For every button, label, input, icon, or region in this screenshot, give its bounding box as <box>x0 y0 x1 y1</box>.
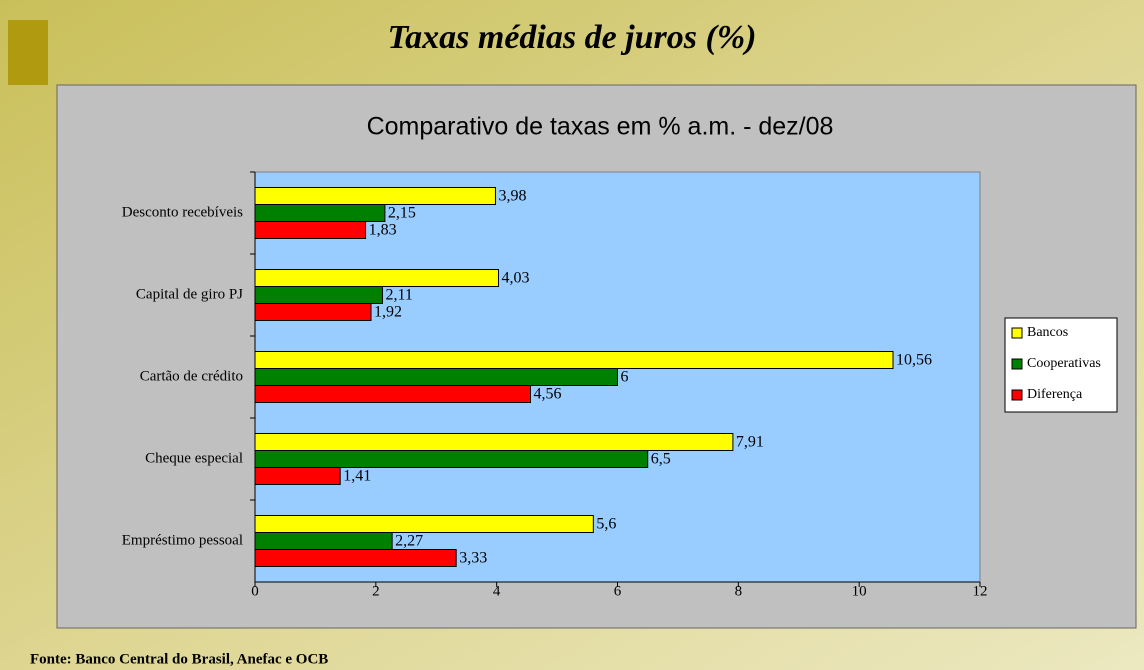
legend-label: Cooperativas <box>1027 356 1101 371</box>
legend-swatch <box>1011 358 1023 370</box>
data-label: 3,33 <box>459 550 487 567</box>
x-tick-label: 8 <box>735 583 743 599</box>
slide-title: Taxas médias de juros (%) <box>388 19 757 56</box>
bar <box>254 549 457 567</box>
source: Fonte: Banco Central do Brasil, Anefac e… <box>30 651 328 667</box>
x-tick-label: 10 <box>852 583 867 599</box>
bar <box>254 286 383 304</box>
legend-swatch <box>1011 389 1023 401</box>
bar <box>254 351 894 369</box>
y-tick-label: Empréstimo pessoal <box>122 532 243 548</box>
y-tick-label: Capital de giro PJ <box>136 286 243 302</box>
data-label: 3,98 <box>498 188 526 205</box>
y-tick-label: Cheque especial <box>145 450 243 466</box>
x-tick-label: 6 <box>614 583 622 599</box>
y-tick-label: Desconto recebíveis <box>122 204 243 220</box>
data-label: 6,5 <box>651 451 671 468</box>
data-label: 10,56 <box>896 352 932 369</box>
x-tick-label: 2 <box>372 583 380 599</box>
data-label: 5,6 <box>596 516 616 533</box>
data-label: 4,03 <box>501 270 529 287</box>
legend-label: Diferença <box>1027 387 1083 402</box>
bar <box>254 269 499 287</box>
x-tick-label: 0 <box>251 583 259 599</box>
bar <box>254 221 367 239</box>
legend-label: Bancos <box>1027 325 1068 340</box>
bar <box>254 515 594 533</box>
y-tick-label: Cartão de crédito <box>140 368 243 384</box>
legend <box>1004 317 1118 413</box>
data-label: 6 <box>621 369 629 386</box>
accent-square <box>8 20 48 85</box>
data-label: 1,41 <box>343 468 371 485</box>
data-label: 1,92 <box>374 304 402 321</box>
bar <box>254 433 734 451</box>
bar <box>254 187 496 205</box>
chart-title: Comparativo de taxas em % a.m. - dez/08 <box>367 113 834 141</box>
legend-swatch <box>1011 327 1023 339</box>
data-label: 2,11 <box>385 287 412 304</box>
chart: 0 2 4 6 8 10 12 Desconto recebíveis 3,98 2,151,83… <box>122 171 1101 599</box>
data-label: 1,83 <box>369 222 397 239</box>
x-tick-label: 12 <box>973 583 988 599</box>
x-tick-label: 4 <box>493 583 501 599</box>
bar <box>254 303 372 321</box>
data-label: 2,15 <box>388 205 416 222</box>
bar <box>254 204 386 222</box>
data-label: 7,91 <box>736 434 764 451</box>
bar <box>254 467 341 485</box>
bar <box>254 385 531 403</box>
bar <box>254 450 649 468</box>
bar <box>254 368 618 386</box>
bar <box>254 532 393 550</box>
data-label: 4,56 <box>534 386 562 403</box>
data-label: 2,27 <box>395 533 423 550</box>
